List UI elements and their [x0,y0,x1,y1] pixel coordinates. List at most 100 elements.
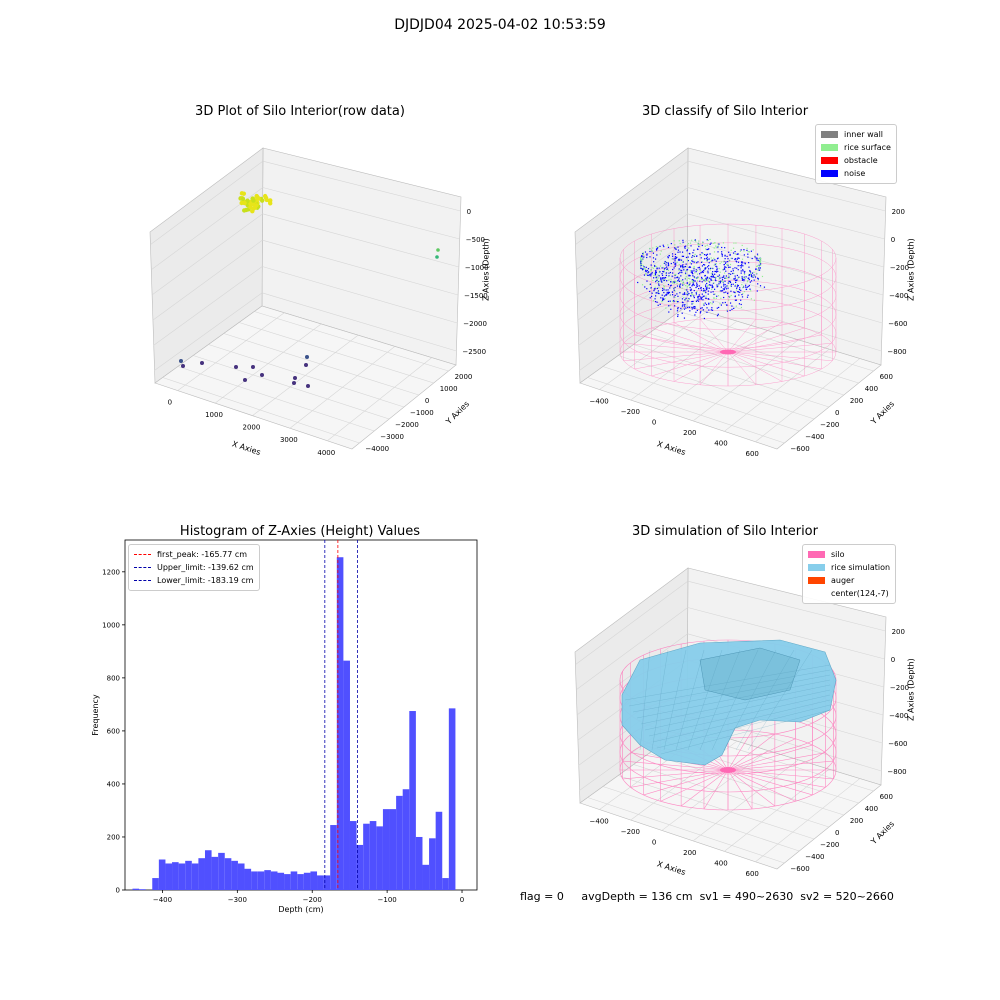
classified-point [748,262,750,264]
classified-point [662,298,665,300]
classified-point [715,276,717,278]
classified-point [695,271,697,273]
classified-point [710,291,712,293]
classified-point [759,261,761,264]
y-tick-label: 200 [107,833,120,841]
legend-label: obstacle [844,156,878,165]
p1-x-tick-label: 1000 [205,411,223,419]
classified-point [647,272,649,274]
classified-point [665,272,668,274]
p4-ygrid-line [618,775,815,840]
classified-point [649,256,651,258]
classified-point [741,293,743,296]
classified-point [705,297,707,299]
classified-point [691,280,693,282]
legend-label: first_peak: -165.77 cm [157,550,248,559]
classified-point [707,272,709,274]
classified-point [682,279,684,281]
classified-point [650,269,652,271]
classified-point [689,278,691,280]
classified-point [698,240,700,242]
classified-point [714,259,716,261]
classified-point [724,258,726,260]
classified-point [693,255,695,258]
classified-point [642,252,644,254]
classified-point [734,285,736,287]
classified-point [659,253,661,255]
p2-y-tick-label: 400 [865,385,878,393]
histogram-bar [376,826,383,890]
classified-point [711,274,713,276]
classified-point [720,286,723,288]
raw-point [179,359,183,363]
classified-point [676,276,679,278]
classified-point [655,275,657,278]
mesh-line [663,649,687,751]
classified-point [720,280,723,283]
classified-point [726,285,728,287]
histogram-bar [139,889,146,890]
classified-point [722,288,724,290]
classified-point [692,259,694,261]
classified-point [640,264,642,267]
p2-x-tick-label: −400 [590,398,609,406]
classified-point [720,280,722,282]
classified-point [718,243,720,245]
classified-point [649,290,651,293]
classified-point [654,288,656,290]
classified-point [727,285,729,287]
classified-point [724,268,726,270]
classified-point [673,296,675,298]
classified-point [712,301,714,303]
classified-point [732,247,735,249]
classified-point [698,285,700,287]
mesh-line [639,649,651,751]
p2-z-axis-label: Z Axies (Depth) [907,238,916,301]
swatch-inner-wall [821,131,838,138]
classified-point [671,253,674,255]
classified-point [711,303,713,305]
classified-point [641,259,643,261]
classified-point [703,269,705,272]
classified-point [668,255,670,257]
p4-zgrid-line [687,607,885,660]
histogram-bar [442,878,449,890]
classified-point [680,265,682,267]
classified-point [696,283,698,286]
classified-point [723,296,725,299]
classified-point [706,307,708,309]
classified-point [687,300,689,302]
classified-point [712,242,714,244]
classified-point [749,270,751,272]
classified-point [653,289,655,292]
classified-point [678,240,680,242]
classified-point [694,280,696,282]
classified-point [711,276,713,278]
classified-point [738,294,740,296]
classified-point [758,265,760,267]
classified-point [745,284,747,286]
classified-point [676,310,679,312]
classified-point [659,303,661,306]
histogram-bar [158,859,166,890]
classified-point [759,269,761,271]
p4-ygrid-line [602,786,800,852]
classified-point [718,276,720,278]
classified-point [649,297,651,299]
classified-point [754,276,757,278]
classified-point [683,283,685,286]
classified-point [671,291,674,293]
silo-floor-spoke [727,730,753,771]
classified-point [735,260,737,262]
classified-point [659,245,661,247]
classified-point [690,263,693,265]
classified-point [697,242,699,244]
classified-point [688,284,690,287]
classified-point [682,267,684,269]
raw-point [435,255,439,259]
p1-z-tick-label: −500 [466,236,485,244]
p2-y-tick-label: −400 [805,433,824,441]
histogram-bar [270,871,278,890]
p4-y-tick-label: −400 [805,853,824,861]
classified-point [640,258,642,260]
